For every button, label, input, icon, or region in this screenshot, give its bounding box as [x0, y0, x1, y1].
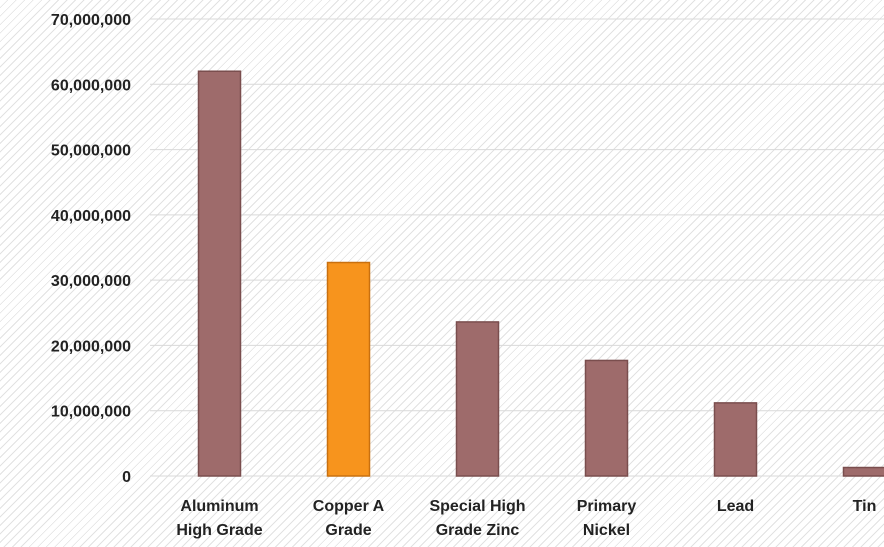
- x-category-label-line: Copper A: [313, 498, 385, 515]
- gridlines: [150, 18, 884, 477]
- x-category-label-line: Special High: [429, 498, 525, 515]
- x-category-label: Copper A Grade: [313, 498, 385, 539]
- x-category-label-line: Lead: [717, 498, 754, 515]
- y-tick-label: 40,000,000: [51, 208, 131, 225]
- y-tick-label: 50,000,000: [51, 143, 131, 160]
- y-tick-label: 70,000,000: [51, 12, 131, 29]
- bar: [584, 359, 629, 477]
- bars: [197, 70, 884, 477]
- y-tick-label: 0: [122, 469, 131, 486]
- x-category-label-line: Grade: [325, 522, 371, 539]
- x-category-label: Aluminum High Grade: [176, 498, 262, 539]
- y-tick-label: 60,000,000: [51, 77, 131, 94]
- x-category-label: Lead: [717, 498, 754, 515]
- bar: [455, 321, 500, 477]
- x-category-label: Tin: [853, 498, 877, 515]
- y-tick-label: 20,000,000: [51, 338, 131, 355]
- x-category-label-line: Nickel: [583, 522, 630, 539]
- x-category-label: Special High Grade Zinc: [429, 498, 525, 539]
- bar: [197, 70, 242, 477]
- y-axis-tick-labels: 0 10,000,000 20,000,000 30,000,000 40,000,00…: [51, 12, 131, 486]
- y-tick-label: 10,000,000: [51, 404, 131, 421]
- x-category-label-line: Tin: [853, 498, 877, 515]
- x-axis-category-labels: Aluminum High Grade Copper A Grade Special H…: [176, 498, 876, 539]
- x-category-label-line: Primary: [577, 498, 637, 515]
- x-category-label-line: High Grade: [176, 522, 262, 539]
- x-category-label: Primary Nickel: [577, 498, 637, 539]
- x-category-label-line: Grade Zinc: [436, 522, 520, 539]
- bar: [713, 402, 758, 477]
- bar: [326, 261, 371, 477]
- y-tick-label: 30,000,000: [51, 273, 131, 290]
- bar: [842, 466, 884, 477]
- x-category-label-line: Aluminum: [180, 498, 258, 515]
